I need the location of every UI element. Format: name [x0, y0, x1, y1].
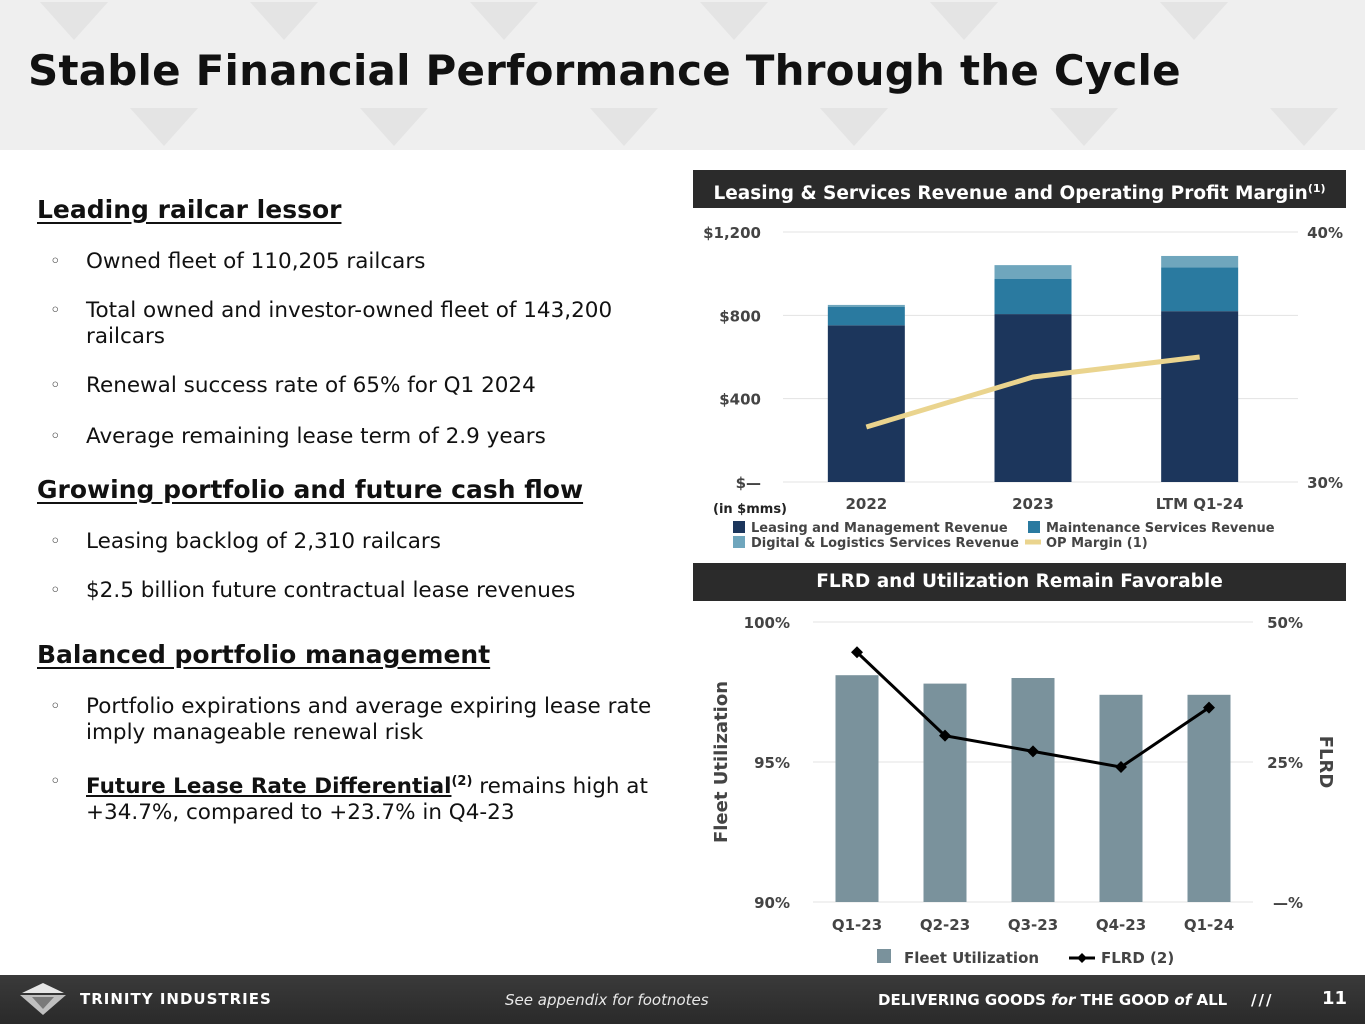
x-tick-label: 2023 — [1012, 495, 1054, 513]
bar-segment — [827, 307, 905, 326]
op-margin-line — [865, 354, 1200, 430]
utilization-bar — [1187, 694, 1231, 902]
flrd-link[interactable]: Future Lease Rate Differential — [86, 774, 452, 800]
flrd-point — [1203, 701, 1215, 714]
utilization-bar — [835, 675, 879, 902]
chart-title-flrd: FLRD and Utilization Remain Favorable — [693, 563, 1346, 601]
unit-label: (in $mms) — [713, 502, 787, 517]
legend-label: Fleet Utilization — [904, 949, 1039, 967]
y2-tick-label: 25% — [1267, 754, 1303, 772]
bullet-item-flrd: ◦ Future Lease Rate Differential(2) remai… — [50, 771, 648, 826]
y2-tick-label: —% — [1273, 894, 1303, 912]
utilization-bar — [1099, 694, 1143, 902]
y2-tick-label: 40% — [1307, 224, 1343, 242]
utilization-bar — [923, 683, 967, 902]
flrd-point — [851, 646, 863, 659]
legend-swatch — [1028, 521, 1040, 533]
legend-swatch — [877, 949, 891, 963]
legend-swatch — [733, 521, 745, 533]
page-title: Stable Financial Performance Through the… — [28, 46, 1181, 95]
y-tick-label: $400 — [719, 391, 761, 409]
bullet-item: ◦ Average remaining lease term of 2.9 yea… — [50, 424, 546, 449]
legend-label: Leasing and Management Revenue — [751, 521, 1008, 536]
x-tick-label: Q1-24 — [1184, 916, 1234, 934]
y2-axis-label: FLRD — [1315, 736, 1336, 789]
y-axis-label: Fleet Utilization — [711, 681, 732, 843]
bar-segment — [827, 325, 905, 482]
x-tick-label: LTM Q1-24 — [1156, 495, 1244, 513]
y-tick-label: $800 — [719, 307, 761, 325]
legend-label: OP Margin (1) — [1046, 536, 1148, 551]
bullet-item: ◦ Renewal success rate of 65% for Q1 2024 — [50, 373, 536, 398]
bullet-glyph: ◦ — [50, 531, 61, 552]
flrd-point — [939, 729, 951, 742]
bar-segment — [1161, 311, 1239, 482]
bullet-glyph: ◦ — [50, 300, 61, 321]
legend-swatch — [733, 536, 745, 548]
footer-slashes: /// — [1251, 991, 1274, 1009]
bar-segment — [994, 278, 1072, 315]
x-tick-label: 2022 — [845, 495, 887, 513]
revenue-chart: $— $400 $800 $1,200 30% 40% 2022 2023 LTM Q1-24 (… — [703, 224, 1343, 551]
bullet-item: ◦ Owned fleet of 110,205 railcars — [50, 249, 426, 274]
y-tick-label: 95% — [754, 754, 790, 772]
bullet-item: ◦ Leasing backlog of 2,310 railcars — [50, 529, 441, 554]
y2-tick-label: 50% — [1267, 614, 1303, 632]
utilization-bar — [1011, 678, 1055, 902]
x-tick-label: Q2-23 — [920, 916, 970, 934]
bar-segment — [1161, 267, 1239, 312]
utilization-chart: 90% 95% 100% —% 25% 50% Q1-23 Q2-23 Q3-23 Q4-23 Q1… — [711, 614, 1336, 967]
bullet-glyph: ◦ — [50, 580, 61, 601]
bar-segment — [827, 304, 905, 307]
bar-segment — [994, 265, 1072, 279]
section-heading-management: Balanced portfolio management — [37, 640, 491, 669]
y-tick-label: 100% — [744, 614, 790, 632]
bullet-glyph: ◦ — [50, 426, 61, 447]
section-heading-portfolio: Growing portfolio and future cash flow — [37, 475, 584, 504]
bullet-glyph: ◦ — [50, 771, 61, 792]
bar-segment — [1161, 255, 1239, 268]
x-tick-label: Q3-23 — [1008, 916, 1058, 934]
bullet-item: ◦ Portfolio expirations and average expir… — [50, 694, 652, 745]
y2-tick-label: 30% — [1307, 474, 1343, 492]
legend-label: FLRD (2) — [1101, 949, 1174, 967]
legend-label: Digital & Logistics Services Revenue — [751, 536, 1019, 551]
flrd-point — [1027, 745, 1039, 758]
section-heading-lessor: Leading railcar lessor — [37, 195, 342, 224]
bullet-glyph: ◦ — [50, 251, 61, 272]
chart-title-revenue: Leasing & Services Revenue and Operating… — [693, 170, 1346, 208]
trinity-logo-icon — [20, 983, 66, 1015]
y-tick-label: $— — [736, 474, 761, 492]
y-tick-label: 90% — [754, 894, 790, 912]
footer-note: See appendix for footnotes — [505, 991, 709, 1009]
footer-brand: TRINITY INDUSTRIES — [80, 990, 272, 1008]
header-band: Stable Financial Performance Through the… — [0, 0, 1365, 150]
x-tick-label: Q4-23 — [1096, 916, 1146, 934]
footer: TRINITY INDUSTRIES See appendix for foot… — [0, 975, 1365, 1024]
bullet-glyph: ◦ — [50, 696, 61, 717]
legend-swatch — [1077, 953, 1087, 963]
x-tick-label: Q1-23 — [832, 916, 882, 934]
footnote-ref: (2) — [451, 774, 473, 789]
footer-tagline: DELIVERING GOODS for THE GOOD of ALL — [878, 991, 1228, 1009]
bar-segment — [994, 314, 1072, 482]
bullet-item: ◦ $2.5 billion future contractual lease r… — [50, 578, 576, 603]
page-number: 11 — [1322, 988, 1348, 1009]
bullet-item: ◦ Total owned and investor-owned fleet of… — [50, 298, 613, 349]
bullet-glyph: ◦ — [50, 375, 61, 396]
flrd-point — [1115, 761, 1127, 774]
y-tick-label: $1,200 — [703, 224, 761, 242]
legend-label: Maintenance Services Revenue — [1046, 521, 1275, 536]
